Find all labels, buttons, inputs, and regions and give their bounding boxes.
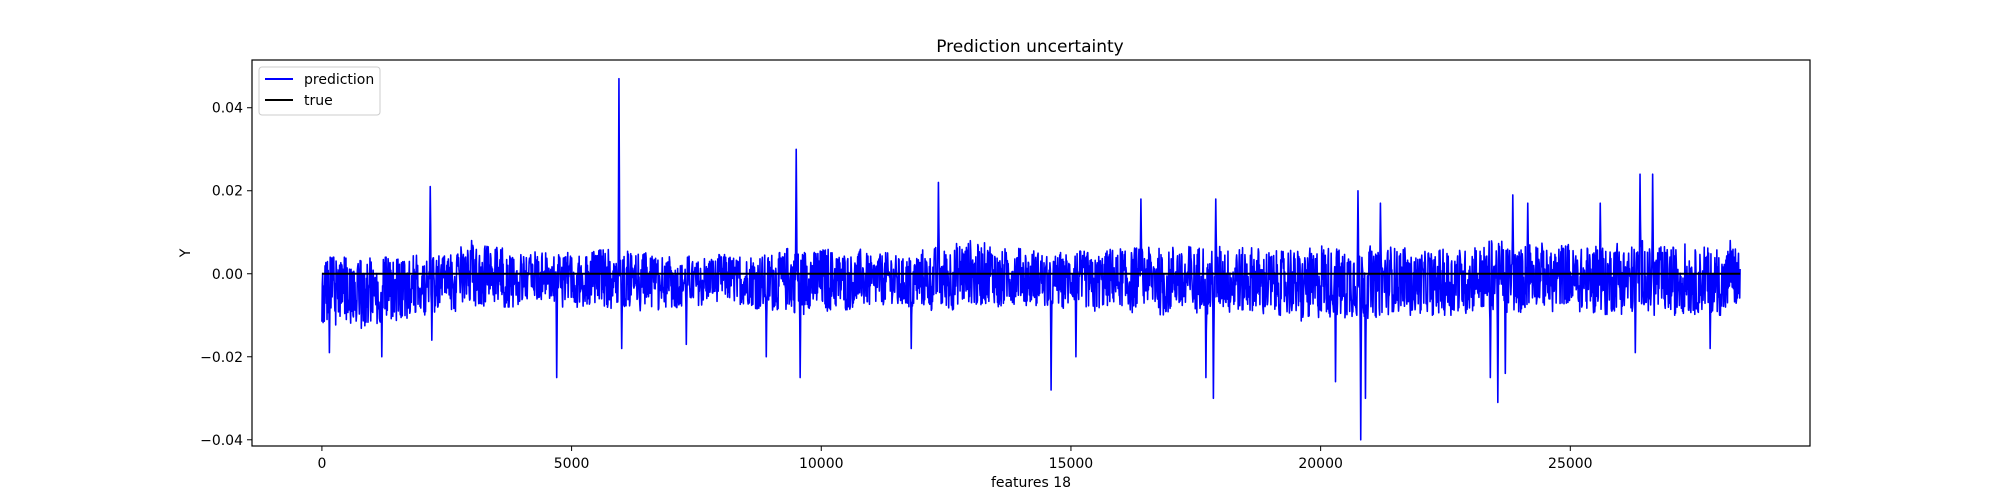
x-tick-label: 25000 xyxy=(1548,456,1593,472)
y-axis-label: Y xyxy=(178,248,194,258)
y-tick-label: −0.04 xyxy=(200,433,243,449)
x-axis-label: features 18 xyxy=(991,475,1071,491)
y-tick-label: 0.00 xyxy=(212,267,243,283)
plot-frame xyxy=(251,59,1811,447)
x-tick-label: 15000 xyxy=(1049,456,1094,472)
x-axis: 0 5000 10000 15000 20000 25000 xyxy=(317,446,1593,472)
y-tick-label: −0.02 xyxy=(200,350,243,366)
y-tick-label: 0.02 xyxy=(212,184,243,200)
x-tick-label: 5000 xyxy=(554,456,590,472)
x-tick-label: 20000 xyxy=(1298,456,1343,472)
x-tick-label: 10000 xyxy=(799,456,844,472)
y-axis: −0.04 −0.02 0.00 0.02 0.04 xyxy=(200,101,252,449)
plot-area xyxy=(321,77,1741,441)
legend: prediction true xyxy=(258,66,381,116)
legend-label-prediction: prediction xyxy=(304,72,374,88)
x-tick-label: 0 xyxy=(317,456,326,472)
series-prediction-line xyxy=(321,77,1741,441)
chart-title: Prediction uncertainty xyxy=(936,37,1124,57)
y-tick-label: 0.04 xyxy=(212,101,243,117)
legend-label-true: true xyxy=(304,93,333,109)
